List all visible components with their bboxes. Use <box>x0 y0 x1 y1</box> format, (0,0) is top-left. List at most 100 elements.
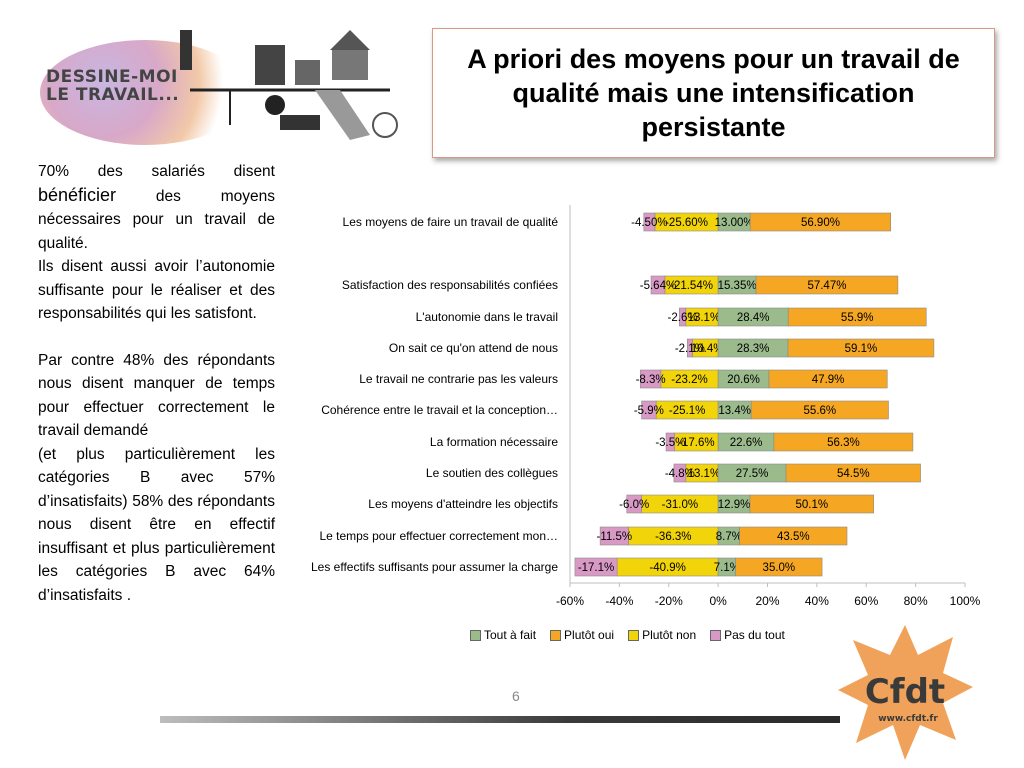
data-label: 13.4% <box>718 405 751 417</box>
chart-legend: Tout à fait Plutôt oui Plutôt non Pas du… <box>470 628 785 642</box>
x-tick-label: 80% <box>904 594 928 608</box>
data-label: -17.6% <box>678 437 714 449</box>
category-label: Le temps pour effectuer correctement mon… <box>319 529 558 543</box>
data-label: -25.1% <box>669 405 705 417</box>
data-label: 15.35% <box>718 280 757 292</box>
data-label: 54.5% <box>837 468 870 480</box>
data-label: 28.3% <box>737 343 770 355</box>
category-label: Les moyens de faire un travail de qualit… <box>343 215 559 229</box>
data-label: 43.5% <box>777 531 810 543</box>
logo-line-1: DESSINE-MOI <box>46 67 178 87</box>
category-label: Cohérence entre le travail et la concept… <box>321 403 558 417</box>
data-label: -5.64% <box>640 280 676 292</box>
bar-segment <box>599 526 629 546</box>
data-label: 59.1% <box>845 343 878 355</box>
bar-segment <box>749 494 874 514</box>
data-label: 55.6% <box>804 405 837 417</box>
data-label: 55.9% <box>841 312 874 324</box>
bar-segment <box>641 400 657 420</box>
cfdt-logo: Cfdt www.cfdt.fr <box>838 625 973 760</box>
legend-item-plutot-oui: Plutôt oui <box>550 628 614 642</box>
data-label: -21.54% <box>670 280 713 292</box>
data-label: -13.1% <box>684 468 720 480</box>
data-label: 28.4% <box>737 312 770 324</box>
left-commentary: 70% des salariés disent bénéficier des m… <box>38 160 275 607</box>
bar-segment <box>749 212 891 232</box>
data-label: -25.60% <box>665 217 708 229</box>
legend-item-pas-du-tout: Pas du tout <box>710 628 785 642</box>
x-tick-label: 40% <box>805 594 829 608</box>
cfdt-logo-text: Cfdt <box>865 672 945 712</box>
data-label: 13.00% <box>715 217 754 229</box>
bar-segment <box>735 557 823 577</box>
x-tick-label: -20% <box>655 594 683 608</box>
legend-label-plutot-oui: Plutôt oui <box>564 628 615 642</box>
diverging-bar-chart: -60% -40% -20% 0% 20% 40% 60% 80% 100% Les moyens… <box>311 205 981 608</box>
bar-segment <box>787 338 935 358</box>
data-label: -17.1% <box>578 562 614 574</box>
bar-segment <box>768 369 888 389</box>
x-tick-label: -40% <box>605 594 633 608</box>
data-label: -31.0% <box>662 499 698 511</box>
data-label: 7.1% <box>714 562 740 574</box>
data-label: 56.3% <box>827 437 860 449</box>
category-label: Satisfaction des responsabilités confiée… <box>342 278 558 292</box>
legend-item-tout-a-fait: Tout à fait <box>470 628 536 642</box>
data-label: -23.2% <box>671 374 707 386</box>
bar-segment <box>679 307 687 327</box>
legend-swatch-plutot-non <box>628 629 640 641</box>
category-label: Les effectifs suffisants pour assumer la… <box>311 560 558 574</box>
bar-segment <box>773 432 914 452</box>
x-tick-label: 60% <box>854 594 878 608</box>
data-label: 50.1% <box>796 499 829 511</box>
x-tick-label: -60% <box>556 594 584 608</box>
bar-segment <box>750 400 889 420</box>
data-label: -11.5% <box>597 531 633 543</box>
data-label: 47.9% <box>812 374 845 386</box>
category-label: Le travail ne contrarie pas les valeurs <box>359 372 558 386</box>
commentary-p1-start: 70% des salariés disent <box>38 163 275 180</box>
commentary-paragraph-2: Ils disent aussi avoir l’autonomie suffi… <box>38 258 275 322</box>
cfdt-url-text: www.cfdt.fr <box>878 714 938 724</box>
bar-segment <box>739 526 848 546</box>
bar-segment <box>785 463 921 483</box>
data-label: -3.5% <box>655 437 685 449</box>
category-label: On sait ce qu'on attend de nous <box>389 341 558 355</box>
data-label: 27.5% <box>736 468 769 480</box>
category-label: La formation nécessaire <box>430 435 558 449</box>
slide-title: A priori des moyens pour un travail de q… <box>432 28 995 158</box>
legend-label-pas-du-tout: Pas du tout <box>724 628 785 642</box>
legend-swatch-pas-du-tout <box>710 629 722 641</box>
data-label: -4.8% <box>665 468 695 480</box>
logo-text: DESSINE-MOI LE TRAVAIL... <box>46 68 179 104</box>
commentary-p1-end: des moyens nécessaires pour un travail d… <box>38 187 275 252</box>
category-label: Les moyens d'atteindre les objectifs <box>368 497 558 511</box>
x-tick-label: 20% <box>755 594 779 608</box>
data-label: -8.3% <box>636 374 666 386</box>
data-label: -40.9% <box>649 562 685 574</box>
data-label: 22.6% <box>730 437 763 449</box>
data-label: -6.0% <box>619 499 649 511</box>
bottom-decorative-bar <box>160 716 840 723</box>
bar-segment <box>626 494 642 514</box>
logo-blob-graphic <box>40 40 250 145</box>
legend-label-tout-a-fait: Tout à fait <box>484 628 537 642</box>
bar-segment <box>643 212 656 232</box>
bar-segment <box>787 307 927 327</box>
legend-swatch-plutot-oui <box>550 629 562 641</box>
bar-segment <box>755 275 899 295</box>
logo-line-2: LE TRAVAIL... <box>46 85 180 105</box>
legend-label-plutot-non: Plutôt non <box>642 628 697 642</box>
data-label: -36.3% <box>655 531 691 543</box>
bar-segment <box>665 432 675 452</box>
bar-segment <box>686 338 693 358</box>
x-tick-label: 0% <box>709 594 727 608</box>
cfdt-star-shape <box>838 625 973 760</box>
data-label: -13.1% <box>684 312 720 324</box>
logo-illustration <box>180 30 398 140</box>
commentary-paragraph-3: Par contre 48% des répondants nous disen… <box>38 351 275 440</box>
data-label: 56.90% <box>801 217 840 229</box>
data-label: -4.50% <box>631 217 667 229</box>
data-label: -10.4% <box>687 343 723 355</box>
bar-segment <box>574 557 618 577</box>
